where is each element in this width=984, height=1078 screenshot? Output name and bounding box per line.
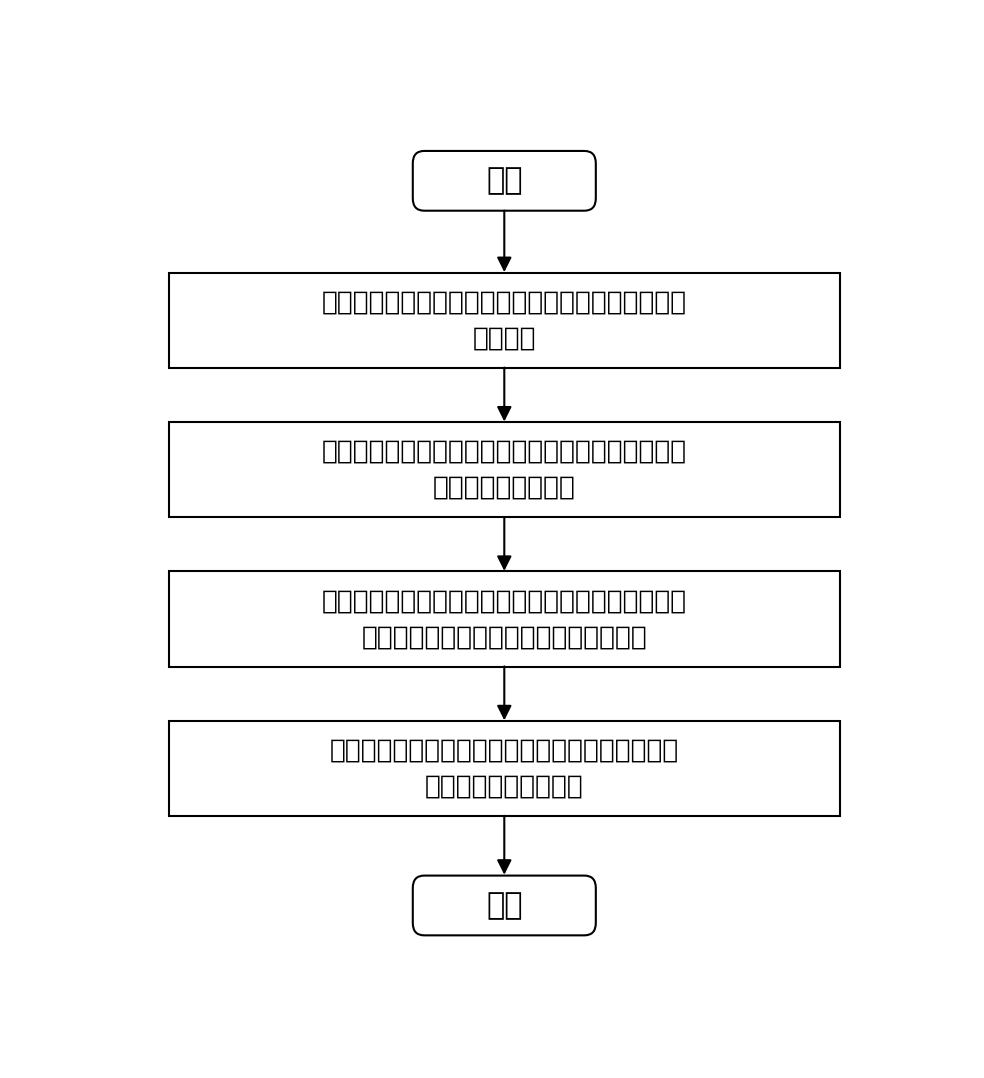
- Text: 检测气道中的压力值，比较是否达到触发压力值，判
断患者是否戴上鼻罩: 检测气道中的压力值，比较是否达到触发压力值，判 断患者是否戴上鼻罩: [322, 439, 687, 500]
- Bar: [169, 421, 840, 517]
- Bar: [169, 571, 840, 667]
- Text: 根据患者设定的呼气吸气压力值选择相应的流量和压
力触发值: 根据患者设定的呼气吸气压力值选择相应的流量和压 力触发值: [322, 289, 687, 351]
- Text: 开始: 开始: [486, 166, 523, 195]
- Bar: [169, 721, 840, 816]
- Bar: [169, 273, 840, 368]
- FancyBboxPatch shape: [413, 875, 596, 936]
- FancyBboxPatch shape: [413, 151, 596, 210]
- Text: 结束: 结束: [486, 890, 523, 920]
- Text: 检测吸气状态所持续的时间，比较是否达到触发时
间，判断患者摘掉鼻罩: 检测吸气状态所持续的时间，比较是否达到触发时 间，判断患者摘掉鼻罩: [330, 737, 679, 800]
- Text: 检测气道中的压力和流量值，比较是否达到触发压力
和触发流量值，判断患者所处的呼吸状态: 检测气道中的压力和流量值，比较是否达到触发压力 和触发流量值，判断患者所处的呼吸…: [322, 589, 687, 650]
